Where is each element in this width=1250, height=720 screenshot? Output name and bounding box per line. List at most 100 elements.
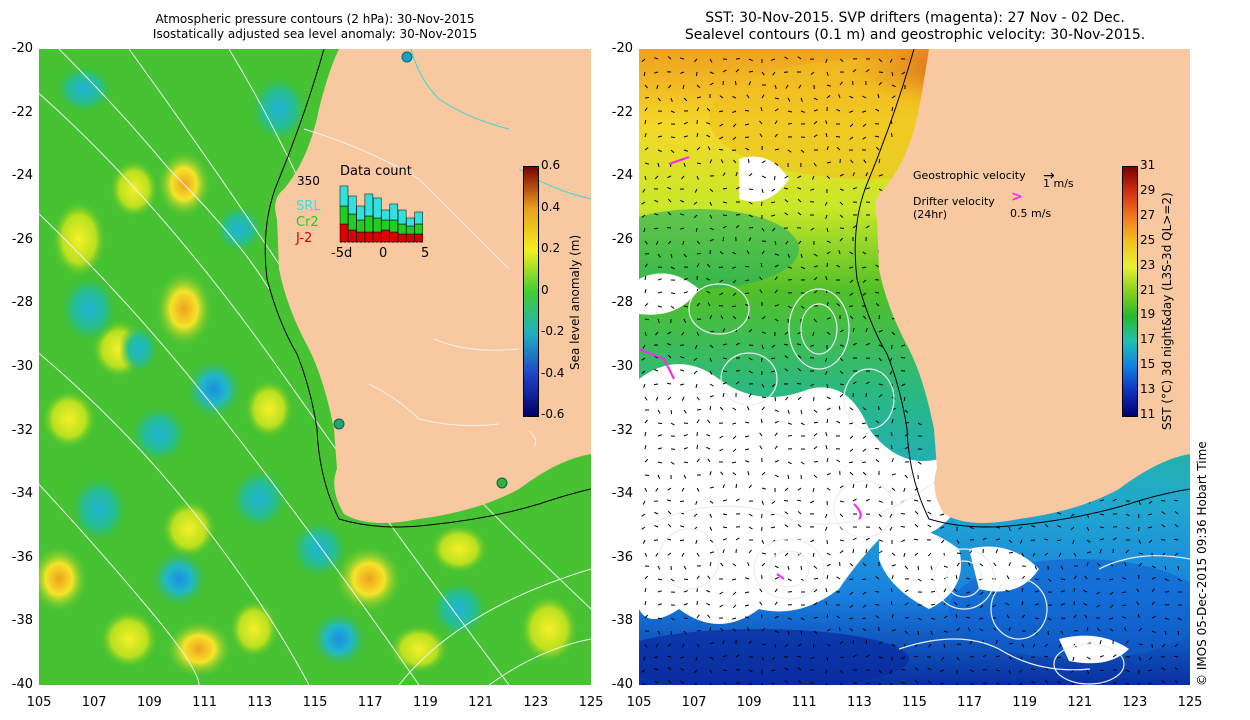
velocity-arrow: [644, 331, 647, 336]
y-axis-tick: -24: [611, 168, 633, 184]
velocity-arrow: [759, 601, 763, 606]
velocity-arrow: [800, 305, 805, 309]
velocity-arrow: [889, 58, 893, 63]
velocity-arrow: [878, 526, 883, 531]
velocity-arrow: [969, 682, 974, 685]
velocity-arrow: [826, 487, 831, 491]
velocity-arrow: [824, 357, 828, 362]
velocity-arrow: [1164, 578, 1169, 582]
y-axis-tick: -38: [11, 613, 33, 629]
velocity-arrow: [979, 604, 984, 609]
data-count-max-label: 350: [297, 174, 320, 188]
velocity-arrow: [1099, 655, 1104, 658]
velocity-arrow: [1177, 565, 1180, 571]
velocity-arrow: [719, 406, 724, 411]
velocity-arrow: [917, 422, 922, 426]
velocity-arrow: [787, 474, 790, 480]
velocity-arrow: [771, 58, 776, 61]
velocity-arrow: [709, 669, 713, 674]
velocity-arrow: [709, 551, 714, 554]
velocity-arrow: [667, 240, 672, 245]
velocity-arrow: [722, 484, 725, 489]
velocity-arrow: [1057, 512, 1062, 515]
velocity-arrow: [748, 484, 752, 489]
geostrophic-arrow-icon: →: [1043, 168, 1055, 184]
velocity-arrow: [774, 120, 778, 125]
colorbar-tick: -0.4: [541, 365, 565, 380]
velocity-arrow: [683, 253, 687, 258]
velocity-arrow: [732, 435, 737, 440]
velocity-arrow: [761, 656, 765, 661]
velocity-arrow: [1151, 576, 1156, 580]
x-axis-tick: 119: [1012, 695, 1038, 710]
velocity-arrow: [683, 565, 687, 570]
velocity-arrow: [774, 474, 779, 478]
velocity-arrow: [784, 355, 789, 359]
velocity-arrow: [878, 329, 883, 333]
velocity-arrow: [940, 669, 945, 672]
velocity-arrow: [1174, 552, 1179, 556]
velocity-arrow: [1177, 617, 1182, 621]
velocity-arrow: [891, 614, 894, 619]
velocity-arrow: [1005, 602, 1010, 606]
velocity-arrow: [1161, 524, 1166, 528]
velocity-arrow: [878, 71, 884, 74]
velocity-arrow: [745, 123, 750, 126]
histogram-bar: [389, 231, 399, 243]
velocity-arrow: [706, 107, 711, 112]
velocity-arrow: [682, 84, 685, 90]
velocity-arrow: [797, 510, 802, 515]
velocity-arrow: [838, 94, 841, 99]
velocity-arrow: [719, 279, 724, 283]
velocity-arrow: [667, 679, 672, 684]
histogram-bar: [414, 211, 423, 225]
velocity-arrow: [852, 639, 855, 645]
velocity-arrow: [641, 58, 646, 62]
velocity-arrow: [746, 250, 750, 255]
velocity-arrow: [759, 445, 763, 450]
velocity-arrow: [1021, 575, 1026, 580]
velocity-arrow: [679, 539, 685, 542]
velocity-arrow: [770, 669, 776, 672]
velocity-arrow: [1032, 552, 1036, 557]
velocity-arrow: [644, 240, 648, 245]
velocity-arrow: [889, 526, 893, 531]
histogram-bar: [356, 219, 365, 233]
sst-colorbar: [1122, 166, 1138, 417]
velocity-arrow: [667, 487, 672, 491]
velocity-arrow: [680, 71, 685, 74]
histogram-bar: [406, 217, 415, 227]
velocity-arrow: [1136, 588, 1140, 593]
velocity-arrow: [680, 369, 685, 372]
velocity-arrow: [862, 591, 867, 595]
velocity-arrow: [683, 461, 689, 464]
histogram-bar: [389, 219, 399, 233]
velocity-arrow: [722, 393, 725, 398]
velocity-arrow: [731, 305, 737, 308]
velocity-arrow: [759, 276, 763, 281]
velocity-arrow: [862, 471, 867, 476]
histogram-bar: [381, 209, 390, 221]
velocity-arrow: [718, 110, 724, 113]
drifter-arrow-icon: >: [1011, 189, 1023, 205]
velocity-arrow: [722, 69, 727, 73]
velocity-arrow: [836, 615, 841, 619]
velocity-arrow: [943, 565, 948, 568]
velocity-arrow: [826, 302, 829, 307]
velocity-arrow: [890, 600, 893, 606]
velocity-arrow: [709, 486, 715, 489]
velocity-arrow: [670, 409, 673, 415]
velocity-arrow: [927, 511, 932, 515]
velocity-arrow: [1164, 617, 1169, 621]
velocity-arrow: [787, 617, 792, 621]
velocity-arrow: [826, 472, 831, 476]
velocity-arrow: [878, 513, 882, 518]
velocity-arrow: [903, 552, 906, 557]
velocity-arrow: [1108, 578, 1114, 581]
velocity-arrow: [681, 643, 685, 648]
velocity-arrow: [824, 513, 828, 518]
velocity-arrow: [774, 630, 779, 634]
velocity-arrow: [813, 162, 817, 167]
velocity-arrow: [861, 617, 867, 620]
velocity-arrow: [771, 344, 776, 348]
